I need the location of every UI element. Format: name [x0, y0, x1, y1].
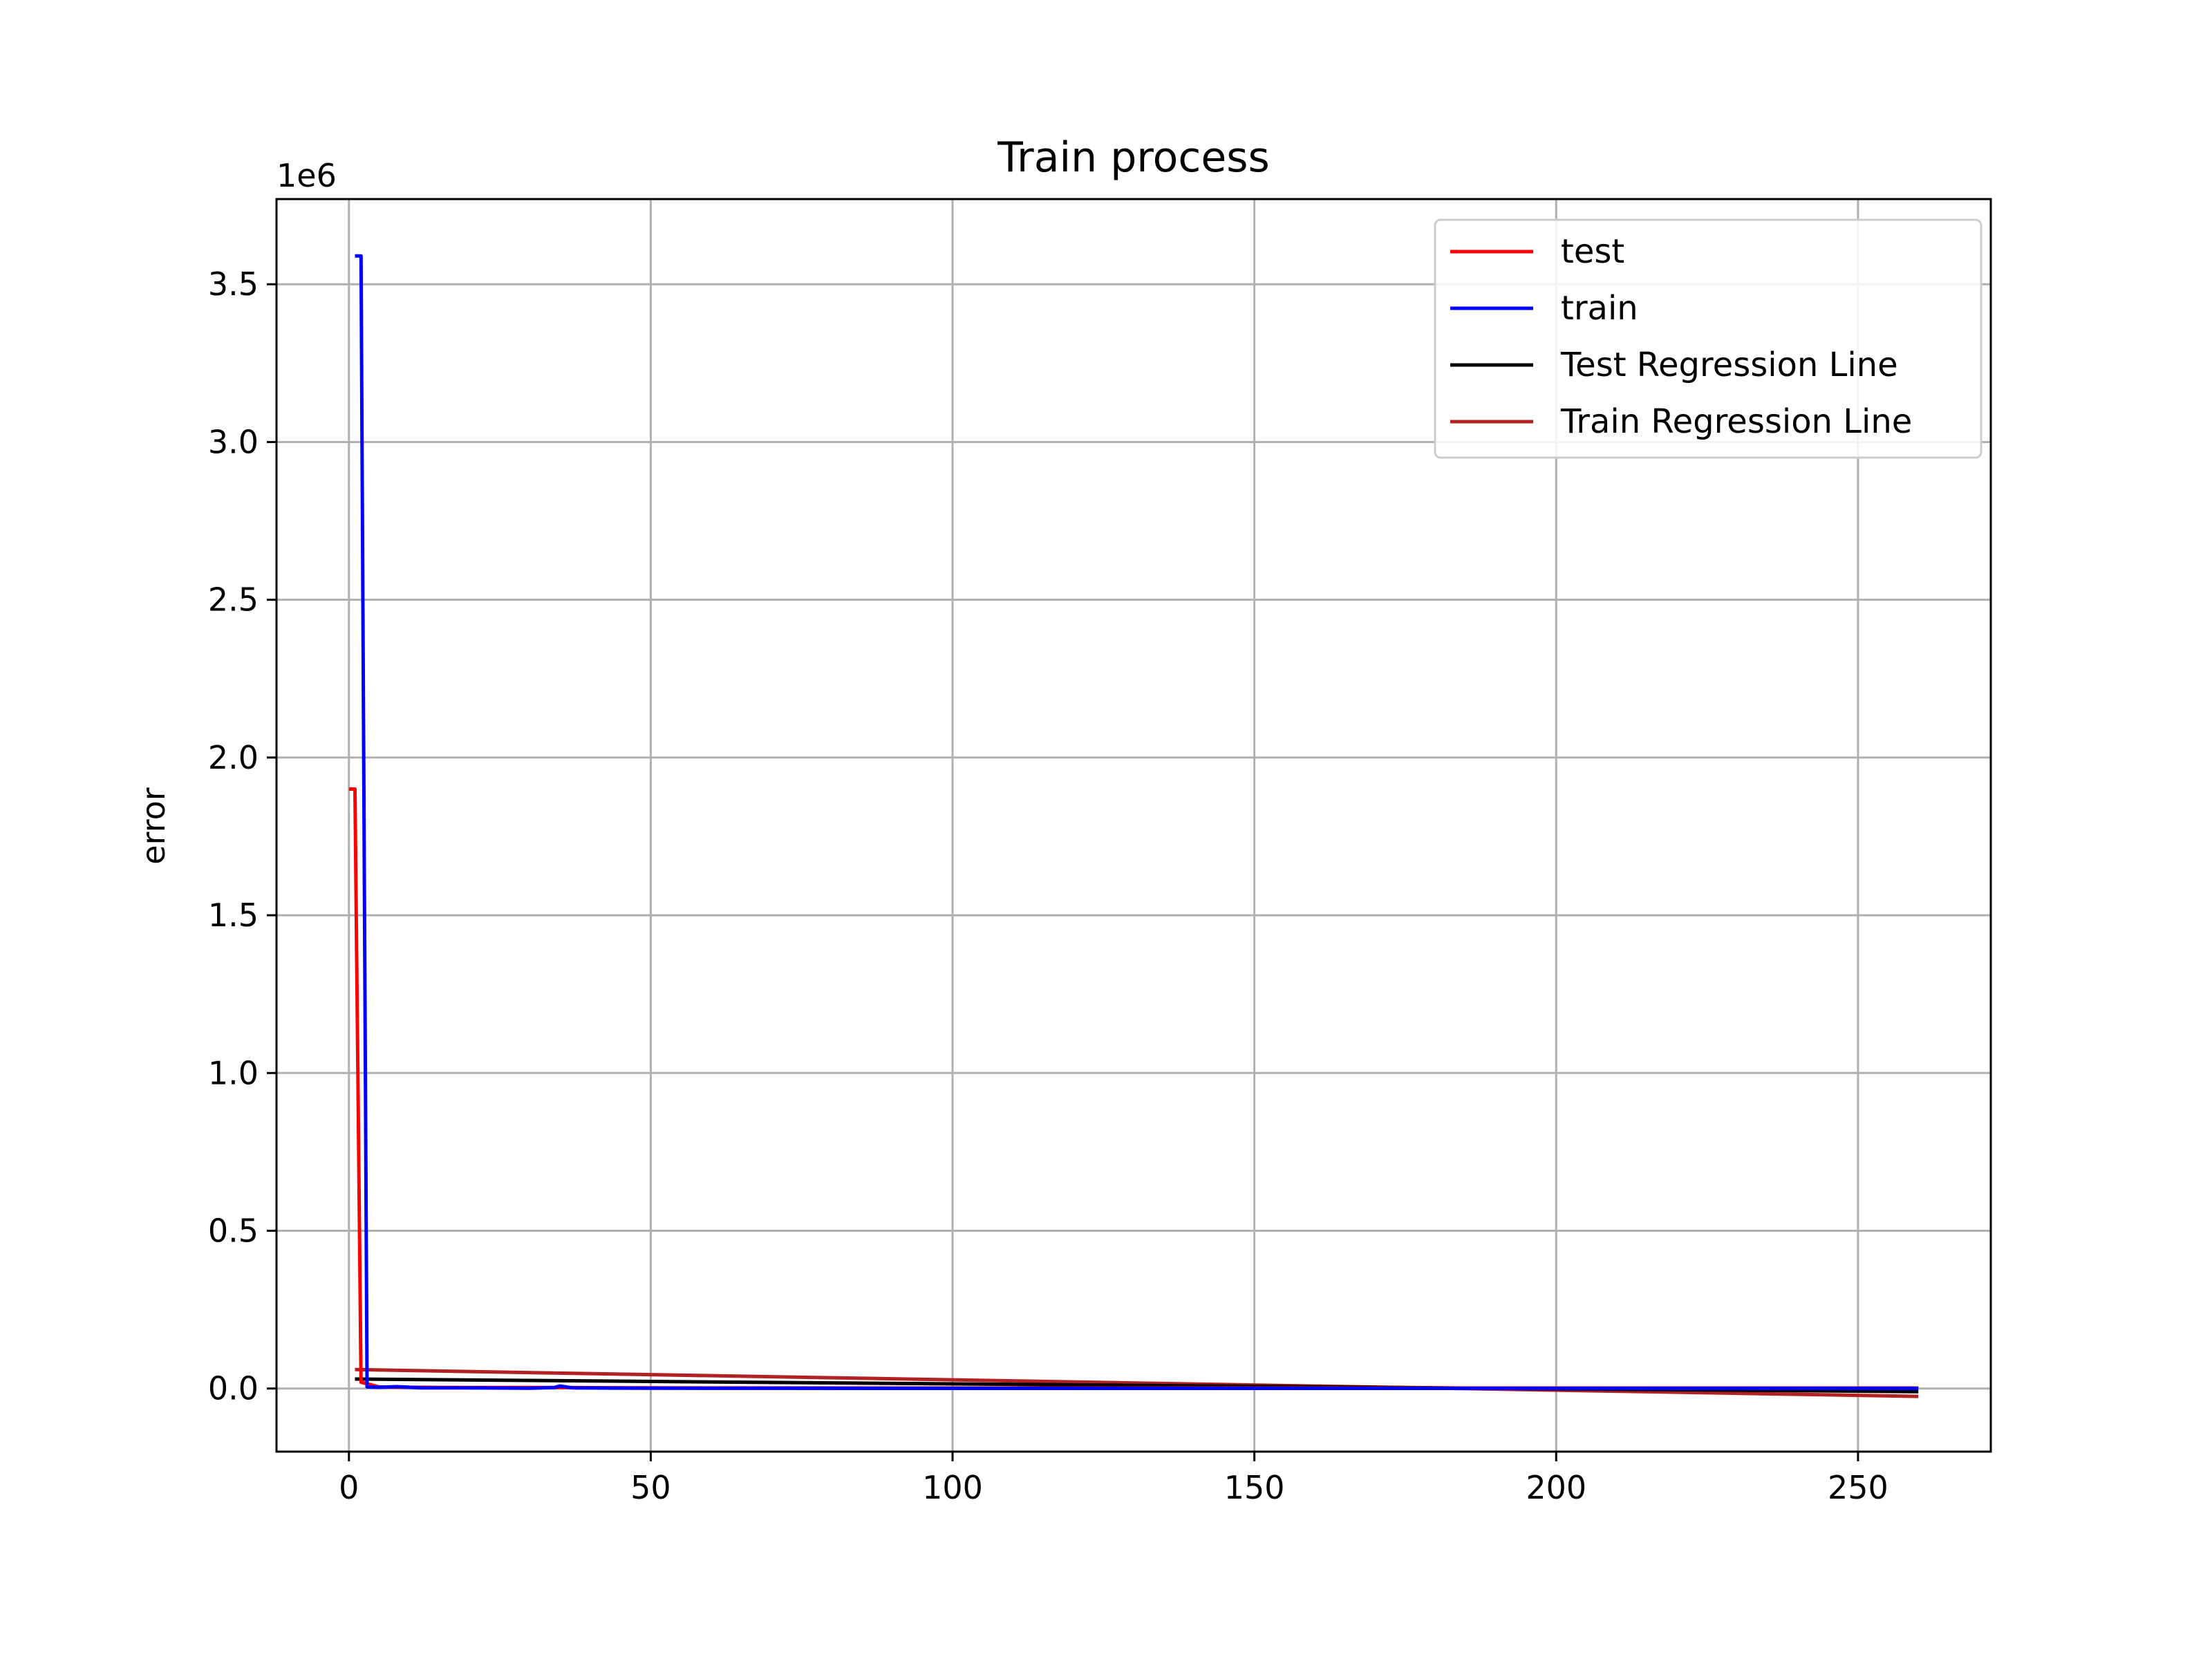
y-axis: 0.0 0.5 1.0 1.5 2.0 2.5 3.0 3.5 — [208, 265, 276, 1407]
legend: test train Test Regression Line Train Regre… — [1434, 218, 1983, 459]
x-axis: 0 50 100 150 200 250 — [339, 1452, 1888, 1506]
legend-label-test: test — [1561, 232, 1624, 271]
y-tick-label: 2.5 — [208, 581, 259, 619]
y-tick-label: 2.0 — [208, 739, 259, 776]
x-tick-label: 0 — [339, 1469, 359, 1506]
legend-box — [1434, 218, 1983, 459]
x-tick-label: 250 — [1828, 1469, 1888, 1506]
x-tick-label: 100 — [922, 1469, 983, 1506]
y-tick-label: 3.0 — [208, 423, 259, 460]
x-tick-label: 50 — [630, 1469, 671, 1506]
series-line-train — [355, 254, 1919, 1390]
y-axis-label: error — [135, 787, 172, 864]
y-tick-label: 1.0 — [208, 1054, 259, 1091]
legend-label-train: train — [1561, 289, 1638, 328]
legend-label-train-regression-line: Train Regression Line — [1560, 402, 1912, 441]
chart-title: Train process — [997, 133, 1270, 182]
y-tick-label: 3.5 — [208, 265, 259, 303]
legend-label-test-regression-line: Test Regression Line — [1560, 346, 1898, 384]
plot-frame — [275, 198, 1992, 1453]
y-tick-label: 0.0 — [208, 1370, 259, 1407]
y-tick-label: 1.5 — [208, 897, 259, 934]
y-tick-label: 0.5 — [208, 1212, 259, 1250]
grid — [276, 199, 1991, 1452]
x-tick-label: 150 — [1224, 1469, 1285, 1506]
series-layer — [348, 254, 1919, 1398]
series-line-train-regression-line — [355, 1367, 1919, 1398]
y-offset-label: 1e6 — [276, 157, 337, 194]
x-tick-label: 200 — [1526, 1469, 1586, 1506]
